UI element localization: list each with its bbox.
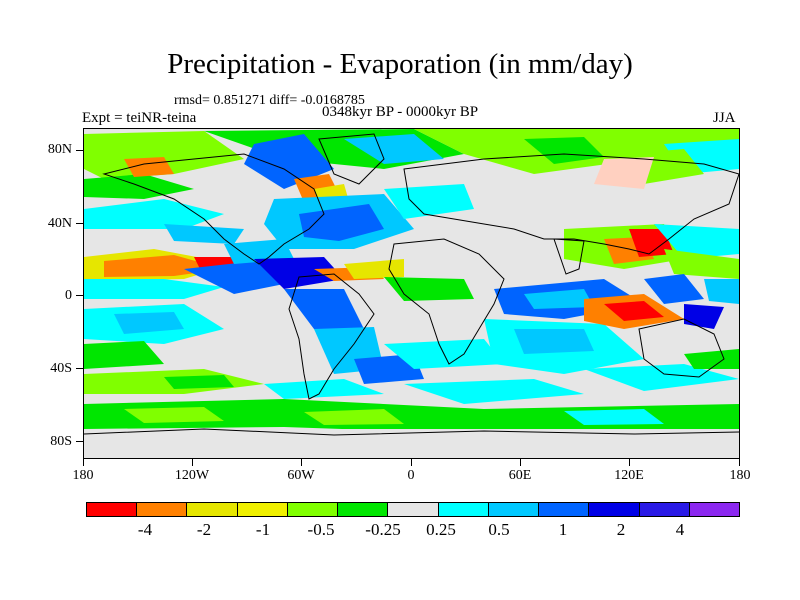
colorbar-label: -0.5 [307,520,335,539]
colorbar-label: 2 [616,520,626,539]
tick [83,459,84,466]
colorbar-swatch [588,502,639,517]
tick [629,459,630,466]
colorbar-label: -4 [137,520,153,539]
colorbar-label: 0.5 [488,520,510,539]
colorbar-swatch [437,502,488,517]
colorbar-swatch [286,502,338,517]
colorbar-swatch [186,502,237,517]
season-label: JJA [713,110,736,126]
lon-label-120w: 120W [174,468,210,483]
colorbar-label: -0.25 [365,520,401,539]
colorbar-label: 1 [558,520,568,539]
tick [76,368,83,369]
colorbar-label: -1 [255,520,271,539]
lon-label-120e: 120E [614,468,644,483]
lat-label-40n: 40N [47,216,72,231]
tick [192,459,193,466]
tick [301,459,302,466]
lat-label-40s: 40S [50,361,72,376]
lat-label-0: 0 [65,288,72,303]
colorbar-label: 4 [675,520,685,539]
colorbar-swatch [136,502,187,517]
lat-label-80n: 80N [47,142,72,157]
colorbar-label: 0.25 [426,520,456,539]
colorbar-swatch [638,502,689,517]
plot-title: Precipitation - Evaporation (in mm/day) [167,48,633,80]
tick [76,295,83,296]
lat-label-80s: 80S [50,434,72,449]
world-map [83,128,740,459]
tick [76,441,83,442]
colorbar-swatch [387,502,438,517]
rmsd-diff-stats: rmsd= 0.851271 diff= -0.0168785 [174,93,365,108]
colorbar-swatch [538,502,589,517]
lon-label-180e: 180 [729,468,751,483]
colorbar-swatch [337,502,388,517]
lon-label-180w: 180 [72,468,94,483]
experiment-label: Expt = teiNR-teina [82,110,197,126]
colorbar-swatch [236,502,287,517]
tick [739,459,740,466]
tick [520,459,521,466]
coastlines [84,133,739,436]
colorbar [86,502,741,517]
tick [76,223,83,224]
colorbar-swatch [487,502,539,517]
field-patches [84,129,739,458]
lon-label-0: 0 [407,468,415,483]
colorbar-swatch [688,502,741,517]
lon-label-60w: 60W [287,468,315,483]
lon-label-60e: 60E [508,468,532,483]
time-period: 0348kyr BP - 0000kyr BP [322,104,479,120]
tick [411,459,412,466]
colorbar-label: -2 [196,520,212,539]
tick [76,150,83,151]
map-field [84,129,739,458]
colorbar-swatch [86,502,137,517]
